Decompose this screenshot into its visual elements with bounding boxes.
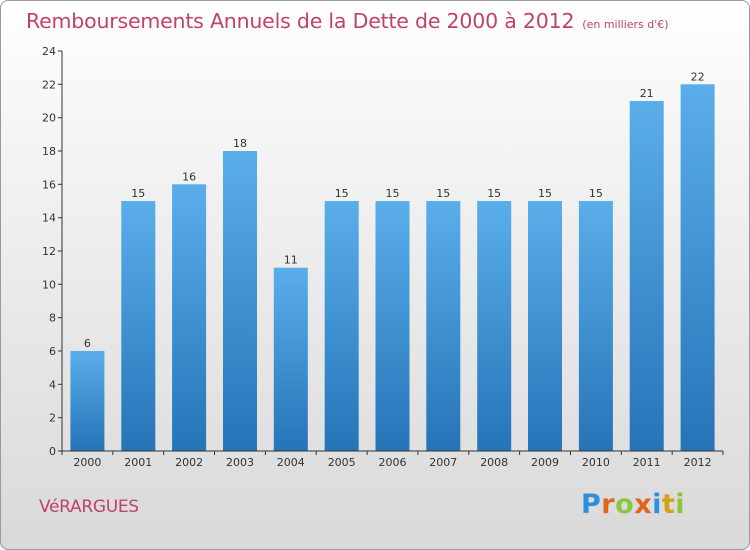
data-label-2003: 18: [233, 137, 247, 150]
proxiti-logo: Proxiti: [581, 489, 685, 520]
axes-layer: [58, 50, 724, 455]
data-label-2005: 15: [335, 187, 349, 200]
x-tick-label-2010: 2010: [582, 456, 610, 469]
logo-letter: t: [661, 489, 676, 520]
logo-letter: i: [675, 489, 686, 520]
bar-2005: [324, 201, 359, 451]
bar-2009: [528, 201, 562, 451]
y-tick-label-16: 16: [42, 178, 56, 191]
bar-2001: [121, 201, 156, 451]
y-tick-label-20: 20: [42, 112, 56, 125]
y-tick-label-8: 8: [49, 312, 56, 325]
y-tick-label-22: 22: [42, 78, 56, 91]
logo-letter: i: [652, 489, 662, 520]
bar-2008: [477, 201, 512, 451]
data-label-2001: 15: [131, 187, 145, 200]
data-label-2009: 15: [538, 187, 552, 200]
x-tick-label-2008: 2008: [480, 456, 508, 469]
data-label-2002: 16: [182, 170, 196, 183]
y-tick-label-14: 14: [42, 212, 56, 225]
logo-letter: x: [634, 489, 653, 520]
x-tick-label-2004: 2004: [277, 456, 305, 469]
bar-2003: [223, 151, 257, 451]
x-tick-label-2002: 2002: [175, 456, 203, 469]
bar-2011: [629, 101, 664, 451]
data-label-2008: 15: [487, 187, 501, 200]
data-label-2006: 15: [386, 187, 400, 200]
x-tick-label-2000: 2000: [73, 456, 101, 469]
logo-letter: r: [601, 489, 616, 520]
x-tick-label-2012: 2012: [684, 456, 712, 469]
x-tick-label-2006: 2006: [379, 456, 407, 469]
y-tick-label-0: 0: [49, 445, 56, 458]
data-label-2012: 22: [691, 70, 705, 83]
y-tick-label-18: 18: [42, 145, 56, 158]
data-label-2007: 15: [436, 187, 450, 200]
bar-2002: [172, 184, 207, 452]
chart-title-text: Remboursements Annuels de la Dette de 20…: [26, 9, 575, 33]
y-tick-label-10: 10: [42, 278, 56, 291]
x-tick-label-2009: 2009: [531, 456, 559, 469]
data-label-2004: 11: [284, 254, 298, 267]
logo-letter: o: [615, 489, 635, 520]
x-tick-label-2001: 2001: [124, 456, 152, 469]
bar-2012: [680, 84, 715, 452]
chart-title: Remboursements Annuels de la Dette de 20…: [26, 9, 669, 33]
bar-2000: [70, 351, 105, 451]
x-tick-label-2007: 2007: [429, 456, 457, 469]
labels-layer: 6200015200116200218200311200415200515200…: [42, 45, 712, 469]
y-tick-label-2: 2: [49, 412, 56, 425]
bar-2006: [375, 201, 410, 451]
y-tick-label-12: 12: [42, 245, 56, 258]
x-tick-label-2011: 2011: [633, 456, 661, 469]
y-tick-label-6: 6: [49, 345, 56, 358]
chart-title-unit: (en milliers d'€): [582, 18, 669, 31]
commune-name: VéRARGUES: [39, 497, 139, 517]
data-label-2011: 21: [640, 87, 654, 100]
logo-letter: P: [581, 489, 602, 520]
bar-2010: [578, 201, 613, 451]
y-tick-label-4: 4: [49, 378, 56, 391]
data-label-2000: 6: [84, 337, 91, 350]
bars-layer: [70, 84, 715, 452]
x-tick-label-2003: 2003: [226, 456, 254, 469]
x-tick-label-2005: 2005: [328, 456, 356, 469]
bar-2004: [273, 267, 308, 451]
data-label-2010: 15: [589, 187, 603, 200]
y-tick-label-24: 24: [42, 45, 56, 58]
bar-2007: [426, 201, 461, 451]
